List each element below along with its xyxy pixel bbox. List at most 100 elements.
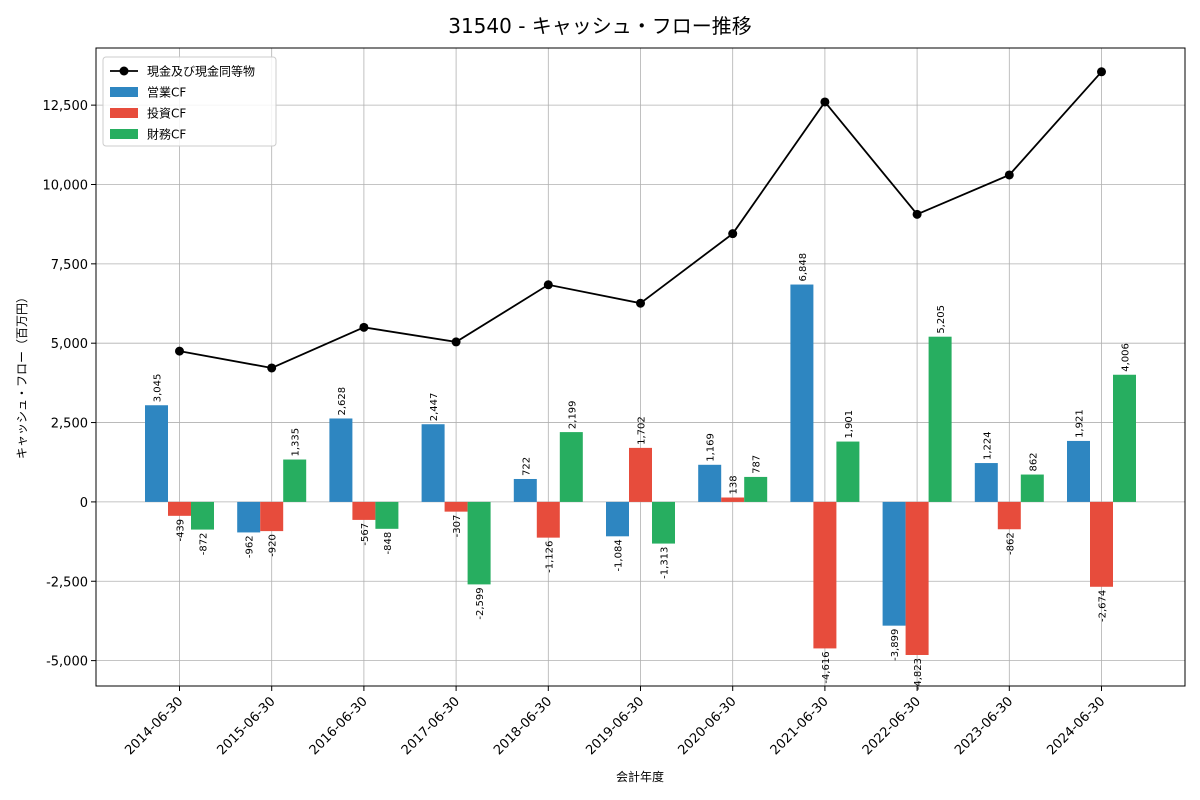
bar-investing — [260, 501, 284, 532]
bar-financing — [1020, 474, 1044, 502]
y-tick-label: 2,500 — [51, 417, 88, 432]
y-axis: -5,000 -2,500 0 2,500 5,000 7,500 10,000 12,500 — [43, 99, 96, 670]
bar-financing — [1113, 374, 1136, 502]
bar-financing — [467, 501, 491, 585]
data-labels-layer: 3,045 -962 2,628 2,447 722 -1,084 1,169 6,848 -3… — [153, 253, 1132, 690]
cash-equivalents-point — [359, 322, 369, 332]
legend-label: 財務CF — [147, 127, 186, 142]
bar-operating — [237, 501, 261, 533]
y-tick-label: 5,000 — [51, 337, 88, 352]
cash-equivalents-point — [451, 337, 461, 347]
bar-data-label: -962 — [245, 535, 256, 558]
bar-data-label: 1,335 — [291, 428, 302, 457]
bar-data-label: 4,006 — [1121, 343, 1132, 372]
y-tick-label: -2,500 — [46, 575, 88, 590]
legend-swatch — [110, 87, 138, 97]
bar-data-label: -439 — [176, 519, 187, 542]
bar-data-label: 2,628 — [337, 387, 348, 416]
legend-label: 投資CF — [147, 106, 186, 121]
bar-operating — [974, 463, 998, 502]
bar-financing — [836, 441, 860, 502]
cash-equivalents-point — [175, 346, 184, 356]
bar-data-label: -4,616 — [821, 651, 832, 683]
cash-equivalents-point — [1097, 67, 1106, 77]
cash-equivalents-point — [543, 280, 553, 290]
cash-equivalents-point — [636, 298, 645, 308]
bar-financing — [283, 459, 307, 502]
bar-investing — [997, 501, 1021, 530]
y-tick-label: 0 — [80, 496, 88, 511]
bar-investing — [1090, 501, 1113, 587]
x-axis-label: 会計年度 — [616, 769, 664, 784]
legend-box — [102, 56, 277, 147]
bar-investing — [905, 501, 929, 655]
bar-financing — [559, 432, 583, 502]
y-axis-label: キャッシュ・フロー（百万円） — [15, 291, 29, 459]
y-tick-label: 7,500 — [51, 258, 88, 273]
bar-operating — [606, 501, 629, 537]
bar-financing — [375, 501, 399, 529]
cash-equivalents-point — [912, 209, 922, 219]
bar-data-label: 1,702 — [637, 416, 648, 445]
cash-equivalents-point — [267, 363, 277, 373]
cash-equivalents-point — [1004, 170, 1014, 180]
bar-operating — [790, 284, 814, 502]
bar-data-label: -307 — [452, 515, 463, 538]
bar-data-label: -1,126 — [544, 541, 555, 573]
bar-data-label: 2,447 — [429, 393, 440, 422]
bar-data-label: -4,823 — [913, 658, 924, 690]
bar-data-label: 2,199 — [567, 400, 578, 429]
y-tick-label: 12,500 — [43, 99, 89, 114]
bar-operating — [329, 418, 353, 502]
bar-data-label: 138 — [729, 475, 740, 494]
bars-layer — [145, 284, 1136, 655]
bar-data-label: -2,674 — [1098, 590, 1109, 622]
chart-title: 31540 - キャッシュ・フロー推移 — [448, 14, 752, 38]
bar-financing — [744, 476, 768, 502]
bar-operating — [513, 478, 537, 502]
legend-label: 営業CF — [147, 86, 186, 100]
legend-label: 現金及び現金同等物 — [147, 64, 255, 79]
legend-swatch — [110, 108, 138, 118]
bar-data-label: -2,599 — [475, 587, 486, 619]
y-tick-label: 10,000 — [43, 178, 89, 193]
bar-operating — [1067, 440, 1090, 502]
bar-data-label: -3,899 — [890, 629, 901, 661]
bar-data-label: 1,921 — [1075, 409, 1086, 438]
bar-operating — [145, 405, 168, 502]
legend-point-marker — [119, 66, 129, 76]
bar-investing — [168, 501, 191, 516]
bar-financing — [928, 336, 952, 502]
bar-data-label: 1,224 — [982, 431, 993, 460]
bar-data-label: 722 — [521, 457, 532, 476]
bar-data-label: 6,848 — [798, 253, 809, 282]
bar-data-label: -1,313 — [660, 547, 671, 579]
bar-operating — [698, 464, 722, 502]
bar-operating — [421, 424, 445, 502]
bar-financing — [652, 501, 675, 544]
cash-equivalents-point — [820, 97, 830, 107]
y-tick-label: -5,000 — [46, 655, 88, 670]
bar-data-label: -920 — [268, 534, 279, 557]
bar-data-label: -848 — [383, 532, 394, 555]
bar-data-label: -1,084 — [614, 539, 625, 571]
bar-investing — [536, 501, 560, 538]
bar-investing — [721, 497, 745, 502]
bar-investing — [813, 501, 837, 649]
bar-data-label: 5,205 — [936, 305, 947, 334]
legend-swatch — [110, 129, 138, 139]
bar-data-label: -872 — [199, 533, 210, 556]
bar-data-label: 787 — [752, 455, 763, 474]
bar-data-label: 1,901 — [844, 410, 855, 439]
bar-data-label: 862 — [1028, 452, 1039, 471]
bar-investing — [629, 447, 652, 502]
bar-operating — [882, 501, 906, 626]
bar-data-label: -862 — [1005, 532, 1016, 555]
bar-investing — [352, 501, 376, 520]
bar-investing — [444, 501, 468, 512]
bar-data-label: 3,045 — [153, 374, 164, 403]
bar-data-label: -567 — [360, 523, 371, 546]
line-layer — [175, 67, 1106, 373]
